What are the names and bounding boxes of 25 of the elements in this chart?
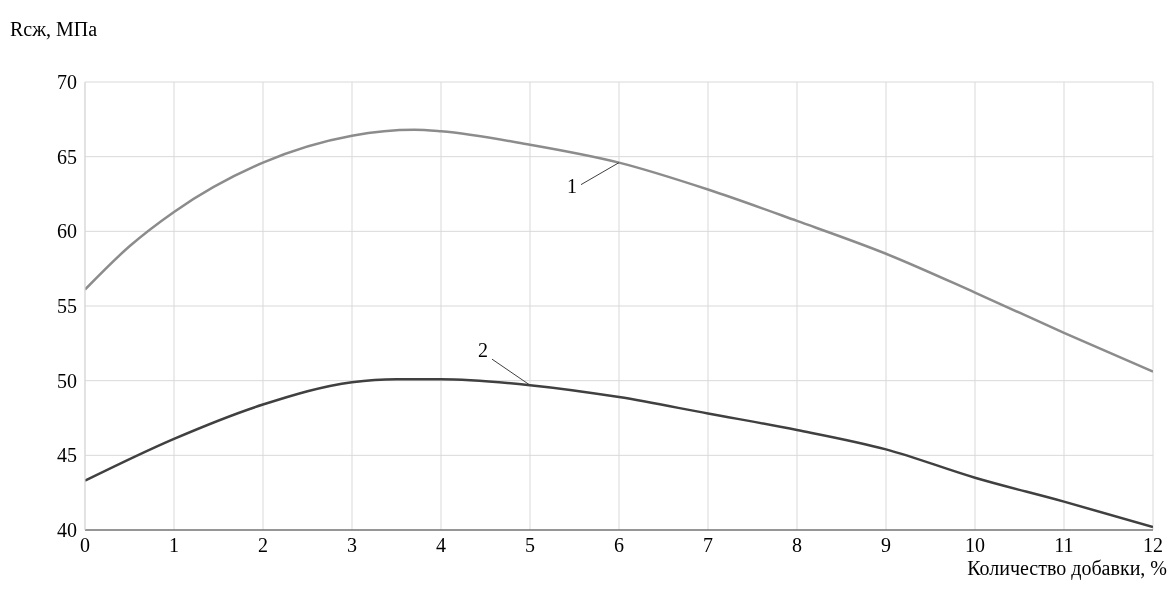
y-tick-label: 70 xyxy=(57,71,77,94)
y-tick-label: 65 xyxy=(57,145,77,168)
x-tick-label: 3 xyxy=(347,534,357,557)
x-tick-label: 2 xyxy=(258,534,268,557)
x-tick-label: 4 xyxy=(436,534,446,557)
x-tick-label: 11 xyxy=(1054,534,1074,557)
y-tick-label: 40 xyxy=(57,519,77,542)
x-tick-label: 6 xyxy=(614,534,624,557)
x-axis-title: Количество добавки, % xyxy=(967,557,1167,580)
y-axis-title: Rсж, МПа xyxy=(10,18,98,41)
annotation: 2 xyxy=(478,339,488,362)
x-tick-label: 12 xyxy=(1143,534,1163,557)
y-tick-label: 45 xyxy=(57,444,77,467)
x-tick-label: 0 xyxy=(80,534,90,557)
x-tick-label: 10 xyxy=(965,534,985,557)
line-series xyxy=(85,128,1153,373)
x-tick-label: 5 xyxy=(525,534,535,557)
y-tick-label: 55 xyxy=(57,295,77,318)
annotation: 1 xyxy=(567,174,577,197)
x-tick-label: 1 xyxy=(169,534,179,557)
x-tick-label: 9 xyxy=(881,534,891,557)
y-tick-label: 50 xyxy=(57,369,77,392)
y-tick-label: 60 xyxy=(57,220,77,243)
x-tick-label: 7 xyxy=(703,534,713,557)
x-tick-label: 8 xyxy=(792,534,802,557)
